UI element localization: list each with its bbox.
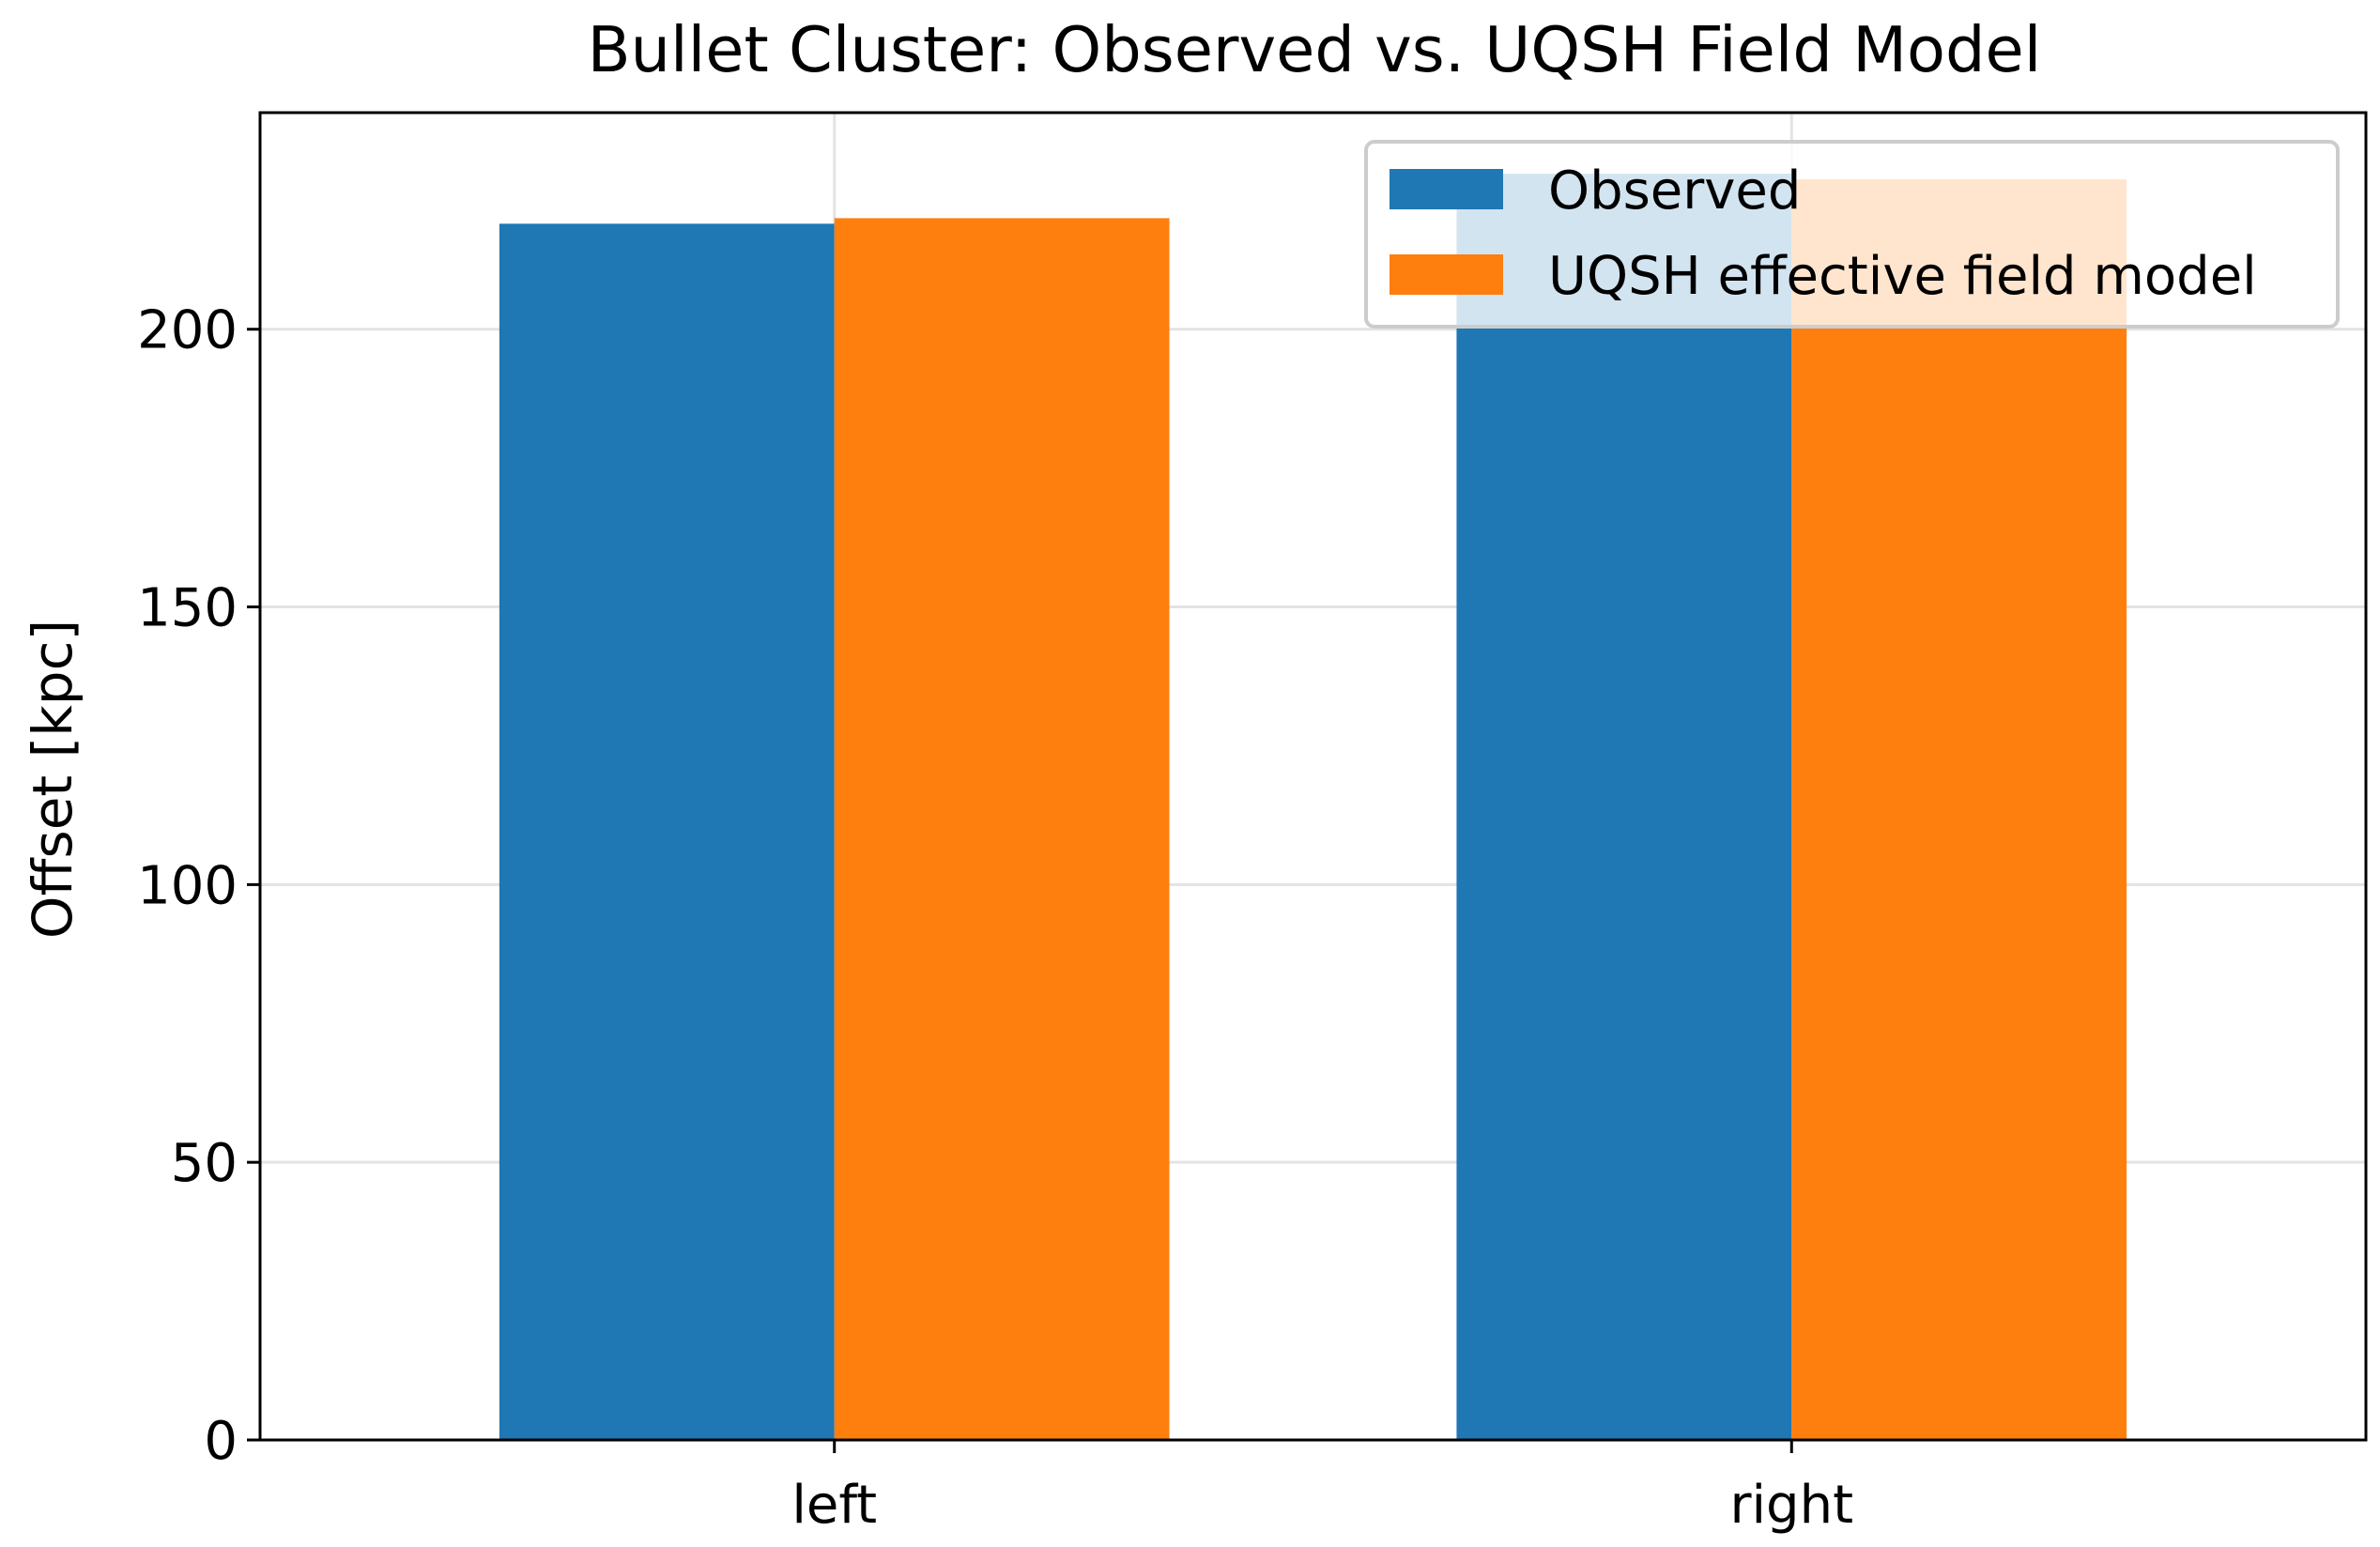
x-tick-label-left: left xyxy=(791,1475,877,1536)
bar-left-model xyxy=(834,218,1170,1440)
legend-label-observed: Observed xyxy=(1548,161,1801,222)
plot-frame xyxy=(258,111,2368,1442)
bar-right-observed xyxy=(1456,174,1792,1441)
y-tick-label: 50 xyxy=(171,1133,238,1194)
x-ticks: left right xyxy=(791,1440,1853,1536)
axes xyxy=(258,111,2368,1442)
chart-title: Bullet Cluster: Observed vs. UQSH Field … xyxy=(588,13,2042,86)
y-ticks: 0 50 100 150 200 xyxy=(137,300,260,1472)
legend-box xyxy=(1364,140,2340,329)
bar-left-observed xyxy=(499,223,835,1440)
legend-swatch-observed xyxy=(1390,169,1503,209)
legend-swatch-model xyxy=(1390,254,1503,295)
y-axis-label: Offset [kpc] xyxy=(21,620,84,939)
y-tick-label: 200 xyxy=(137,300,238,361)
legend-entries: Observed UQSH effective field model xyxy=(1390,161,2257,307)
bars xyxy=(499,174,2127,1441)
bar-right-model xyxy=(1791,178,2127,1440)
y-tick-label: 150 xyxy=(137,578,238,639)
x-tick-label-right: right xyxy=(1729,1475,1853,1536)
y-tick-label: 100 xyxy=(137,855,238,916)
legend-label-model: UQSH effective field model xyxy=(1548,246,2257,307)
y-tick-label: 0 xyxy=(204,1411,238,1472)
legend: Observed UQSH effective field model xyxy=(1364,140,2340,329)
